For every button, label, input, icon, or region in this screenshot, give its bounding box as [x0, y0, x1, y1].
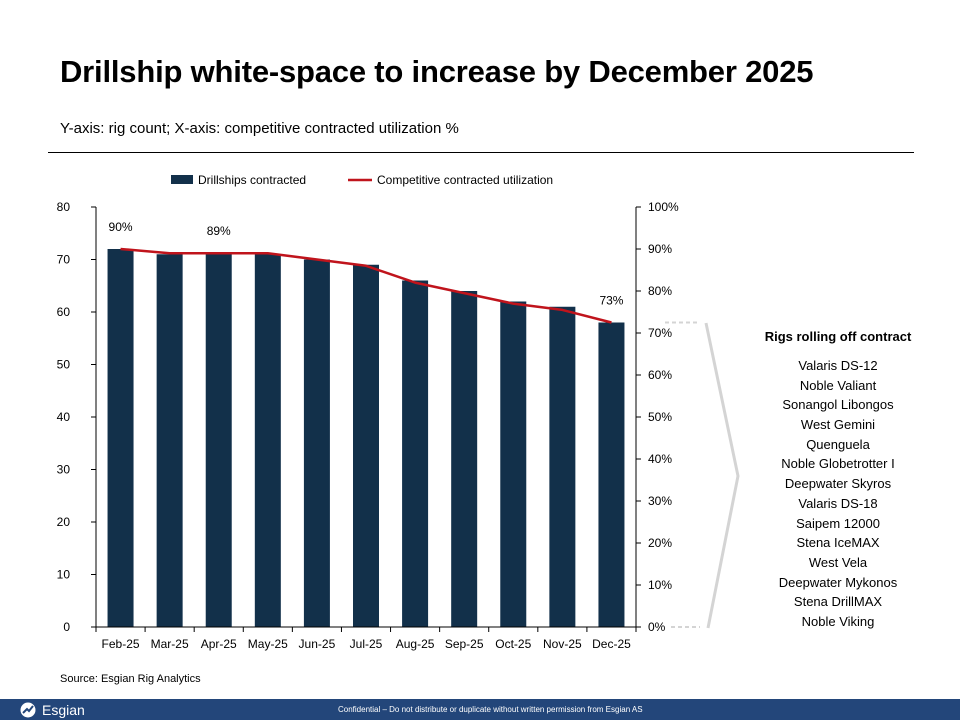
legend-label-line: Competitive contracted utilization: [377, 173, 553, 187]
rig-item: Noble Valiant: [799, 377, 877, 393]
rigs-rolling-off-title: Rigs rolling off contract: [764, 329, 912, 344]
bar: [451, 291, 478, 627]
data-label: 73%: [599, 294, 623, 308]
rig-item: West Vela: [808, 554, 868, 570]
y-right-tick-label: 20%: [648, 536, 672, 550]
rig-item: Saipem 12000: [796, 515, 880, 531]
data-label: 90%: [109, 220, 133, 234]
bar: [254, 254, 281, 627]
y-right-tick-label: 100%: [648, 200, 679, 214]
x-tick-label: Jul-25: [350, 637, 383, 651]
y-right-tick-label: 50%: [648, 410, 672, 424]
y-left-tick-label: 40: [57, 410, 71, 424]
page-title: Drillship white-space to increase by Dec…: [60, 54, 814, 89]
bar: [549, 306, 576, 627]
x-tick-label: Dec-25: [592, 637, 631, 651]
bar: [353, 264, 379, 627]
rig-item: Deepwater Mykonos: [778, 574, 898, 590]
y-left-tick-label: 20: [57, 515, 71, 529]
x-tick-label: Sep-25: [445, 637, 484, 651]
chart-subtitle: Y-axis: rig count; X-axis: competitive c…: [60, 120, 459, 137]
bar: [598, 322, 625, 627]
rig-item: Valaris DS-18: [798, 495, 878, 511]
title-divider: [48, 152, 914, 153]
y-right-tick-label: 40%: [648, 452, 672, 466]
rig-item: Deepwater Skyros: [784, 476, 892, 492]
y-left-tick-label: 0: [63, 620, 70, 634]
y-right-tick-label: 0%: [648, 620, 666, 634]
esgian-logo-icon: [20, 702, 36, 717]
rig-item: Valaris DS-12: [798, 358, 878, 373]
rig-item: Noble Globetrotter I: [781, 456, 895, 472]
bracket-arrow: [704, 322, 740, 629]
bar: [303, 259, 330, 627]
chart: 0 10 20 30 40 50 60 70 80 0% 10% 20% 30% 40% 50% 60% 70%…: [57, 173, 740, 651]
utilization-line: [120, 247, 612, 324]
y-right-tick-label: 80%: [648, 284, 672, 298]
footer-bar: Esgian Confidential – Do not distribute …: [0, 699, 960, 720]
y-right-tick-label: 90%: [648, 242, 672, 256]
x-tick-label: Nov-25: [543, 637, 582, 651]
bar: [402, 280, 429, 627]
rig-item: Sonangol Libongos: [782, 397, 894, 413]
bar: [156, 254, 183, 627]
y-right-tick-label: 60%: [648, 368, 672, 382]
x-tick-label: Aug-25: [396, 637, 435, 651]
legend-label-bars: Drillships contracted: [198, 173, 306, 187]
x-tick-label: Mar-25: [151, 637, 189, 651]
confidential-notice: Confidential – Do not distribute or dupl…: [338, 705, 643, 714]
legend-swatch-bars: [171, 175, 193, 184]
rig-item: Quenguela: [806, 436, 870, 452]
y-right-tick-label: 10%: [648, 578, 672, 592]
x-tick-label: May-25: [248, 637, 288, 651]
bar: [107, 249, 134, 627]
rig-item: Stena IceMAX: [796, 535, 880, 551]
esgian-logo: Esgian: [20, 700, 85, 719]
source-note: Source: Esgian Rig Analytics: [60, 673, 201, 685]
data-label: 89%: [207, 224, 231, 238]
y-left-tick-label: 10: [57, 568, 71, 582]
x-tick-label: Apr-25: [201, 637, 237, 651]
y-left-tick-label: 50: [57, 358, 71, 372]
y-left-tick-label: 30: [57, 463, 71, 477]
y-right-tick-label: 30%: [648, 494, 672, 508]
y-left-tick-label: 60: [57, 305, 71, 319]
rigs-rolling-off-list: Valaris DS-12 Noble Valiant Sonangol Libon…: [745, 356, 931, 632]
rig-item: Stena DrillMAX: [793, 594, 883, 610]
x-tick-label: Feb-25: [102, 637, 140, 651]
y-left-tick-label: 70: [57, 253, 71, 267]
rig-item: West Gemini: [800, 417, 876, 433]
x-tick-label: Oct-25: [495, 637, 531, 651]
logo-text: Esgian: [42, 701, 85, 718]
bar: [205, 254, 232, 627]
x-tick-label: Jun-25: [299, 637, 336, 651]
y-left-tick-label: 80: [57, 200, 71, 214]
rig-item: Noble Viking: [801, 613, 875, 629]
y-right-tick-label: 70%: [648, 326, 672, 340]
bar: [500, 301, 527, 627]
